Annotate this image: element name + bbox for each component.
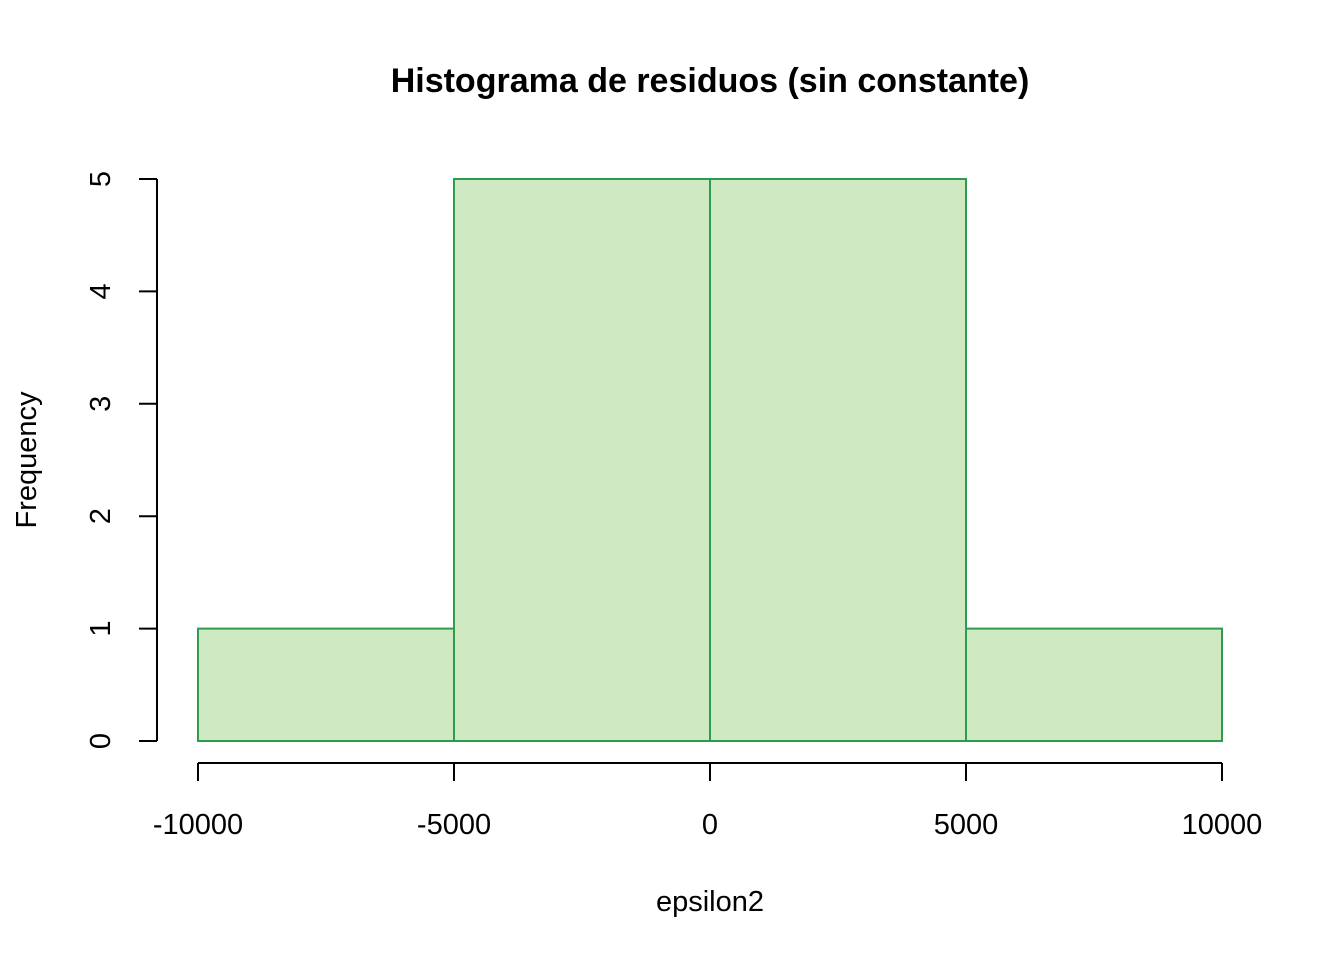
y-axis: 0 1 2 3 4 5: [85, 171, 158, 749]
y-tick-label-0: 0: [85, 733, 117, 749]
y-axis-label: Frequency: [11, 391, 43, 529]
y-tick-label-5: 5: [85, 171, 117, 187]
histogram-bar-1: [453, 178, 711, 742]
x-axis: -10000 -5000 0 5000 10000: [153, 762, 1263, 841]
x-tick-label-2: 0: [702, 809, 718, 841]
y-tick-label-2: 2: [85, 508, 117, 524]
y-tick-label-1: 1: [85, 621, 117, 637]
chart-title: Histograma de residuos (sin constante): [391, 62, 1030, 100]
histogram-bar-2: [709, 178, 967, 742]
x-axis-label: epsilon2: [656, 886, 764, 918]
x-tick-label-1: -5000: [417, 809, 491, 841]
y-tick-label-4: 4: [85, 283, 117, 299]
histogram-bars: [197, 178, 1223, 742]
x-tick-label-4: 10000: [1182, 809, 1263, 841]
x-tick-label-0: -10000: [153, 809, 243, 841]
histogram-bar-0: [197, 627, 455, 742]
y-tick-label-3: 3: [85, 396, 117, 412]
histogram-bar-3: [965, 627, 1223, 742]
x-tick-label-3: 5000: [934, 809, 999, 841]
